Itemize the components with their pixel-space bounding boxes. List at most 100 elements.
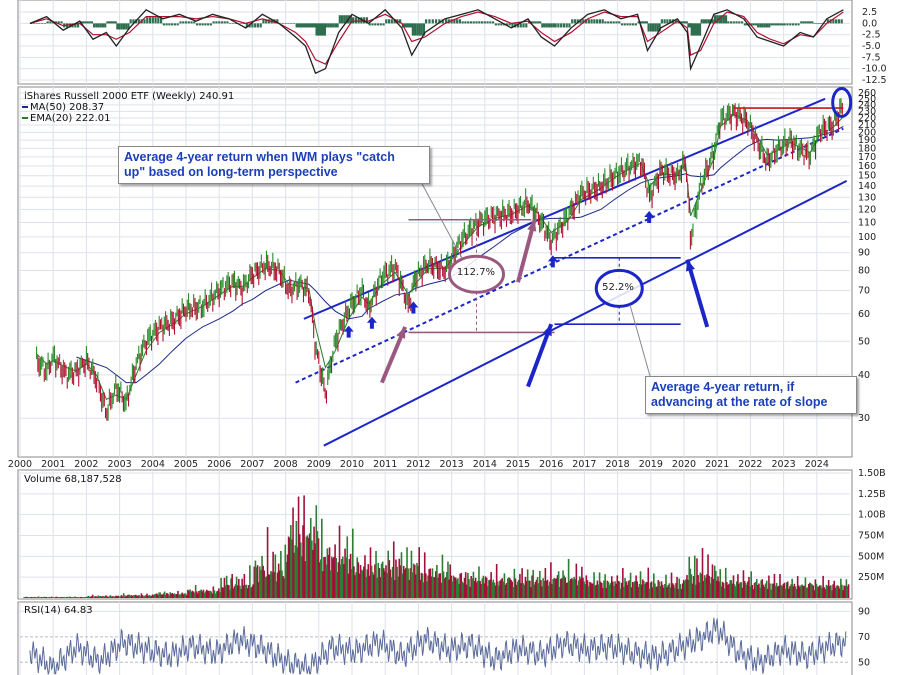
macd-hist-bar	[109, 21, 112, 24]
macd-hist-bar	[193, 21, 196, 24]
volume-bar	[322, 571, 324, 598]
volume-bar	[128, 594, 131, 598]
rsi-gridlines	[19, 602, 850, 675]
macd-hist-bar	[735, 21, 738, 24]
volume-bar	[400, 552, 403, 598]
volume-bar	[487, 586, 489, 598]
volume-bar	[377, 562, 380, 598]
volume-bar	[373, 574, 375, 598]
volume-bar	[776, 586, 779, 598]
macd-hist-bar	[618, 21, 621, 24]
volume-bar	[313, 526, 315, 598]
volume-bar	[231, 574, 233, 598]
volume-bar	[421, 573, 424, 598]
x-axis: 2000 2001 2002 2003 2004 2005 2006 2007 2008 2009…	[8, 459, 829, 470]
volume-bar	[526, 569, 529, 598]
macd-hist-bar	[497, 23, 500, 26]
macd-hist-bar	[295, 23, 298, 28]
volume-bar	[84, 596, 86, 598]
macd-hist-bar	[116, 23, 119, 30]
volume-bar	[46, 597, 49, 598]
macd-hist-bar	[310, 23, 313, 28]
macd-hist-bar	[491, 21, 495, 24]
volume-bar	[87, 595, 90, 598]
rsi-legend-label: RSI(14) 64.83	[24, 605, 93, 616]
volume-bar	[58, 597, 61, 598]
macd-hist-bar	[637, 21, 640, 24]
macd-hist-bar	[552, 23, 555, 28]
volume-bar	[225, 575, 228, 598]
volume-bar	[353, 566, 355, 598]
volume-bar	[329, 570, 332, 598]
volume-bar	[620, 582, 623, 598]
macd-hist-bar	[832, 19, 835, 24]
volume-bar	[173, 593, 176, 598]
macd-hist-bar	[215, 21, 218, 24]
volume-bar	[768, 575, 770, 598]
volume-bar	[641, 579, 644, 598]
volume-bar	[800, 585, 802, 598]
volume-bar	[491, 582, 494, 598]
macd-hist-bar	[120, 23, 123, 30]
volume-bar	[285, 561, 288, 598]
volume-bar	[608, 584, 611, 598]
volume-bar	[661, 584, 664, 598]
volume-bar	[33, 596, 35, 598]
x-tick-label: 2012	[406, 459, 430, 470]
volume-bar	[152, 595, 155, 598]
volume-bar	[435, 571, 437, 598]
macd-hist-bar	[770, 23, 773, 26]
slope-arrow-icon-head	[685, 259, 695, 272]
macd-hist-bar	[308, 23, 312, 28]
macd-hist-bar	[84, 21, 87, 24]
volume-bar	[529, 580, 531, 598]
volume-bar	[744, 582, 747, 598]
volume-bar	[158, 592, 160, 598]
volume-bar	[398, 558, 401, 598]
volume-bar	[290, 525, 292, 598]
macd-hist-bar	[76, 23, 80, 28]
macd-hist-bar	[576, 19, 579, 24]
macd-hist-bar	[259, 23, 262, 28]
volume-bar	[741, 587, 744, 598]
volume-bar	[724, 567, 727, 598]
macd-hist-bar	[195, 23, 199, 26]
volume-bar	[222, 587, 225, 598]
macd-hist-bar	[435, 19, 438, 24]
volume-bar	[578, 576, 581, 598]
macd-hist-bar	[690, 23, 693, 36]
macd-hist-bar	[573, 19, 577, 24]
volume-bar	[727, 584, 729, 598]
volume-bar	[718, 581, 720, 598]
volume-bar	[70, 597, 73, 598]
volume-bar	[701, 548, 704, 598]
volume-bar	[264, 577, 267, 598]
volume-bar	[77, 597, 80, 598]
volume-bar	[358, 573, 361, 598]
macd-hist-bar	[307, 23, 310, 28]
volume-bar	[245, 584, 248, 598]
volume-bar	[168, 595, 170, 598]
slope-percent-label: 52.2%	[602, 282, 634, 293]
macd-hist-bar	[700, 19, 703, 24]
volume-bar	[835, 585, 838, 598]
volume-bar	[700, 573, 703, 598]
volume-bar	[28, 597, 31, 598]
volume-tick-label: 1.25B	[858, 489, 886, 500]
macd-hist-bar	[74, 23, 77, 28]
volume-bar	[266, 527, 269, 598]
macd-hist-bar	[387, 19, 391, 24]
volume-bar	[378, 568, 381, 598]
volume-bar	[636, 581, 639, 598]
macd-hist-bar	[536, 21, 540, 24]
volume-bar	[339, 564, 342, 598]
x-tick-label: 2019	[639, 459, 663, 470]
volume-bar	[292, 507, 294, 598]
x-tick-label: 2016	[539, 459, 563, 470]
mid-channel-line	[295, 127, 844, 384]
macd-hist-bar	[508, 23, 511, 26]
macd-hist-bar	[705, 19, 708, 24]
volume-bar	[408, 579, 411, 598]
volume-bar	[544, 568, 547, 598]
volume-bar	[460, 572, 463, 598]
